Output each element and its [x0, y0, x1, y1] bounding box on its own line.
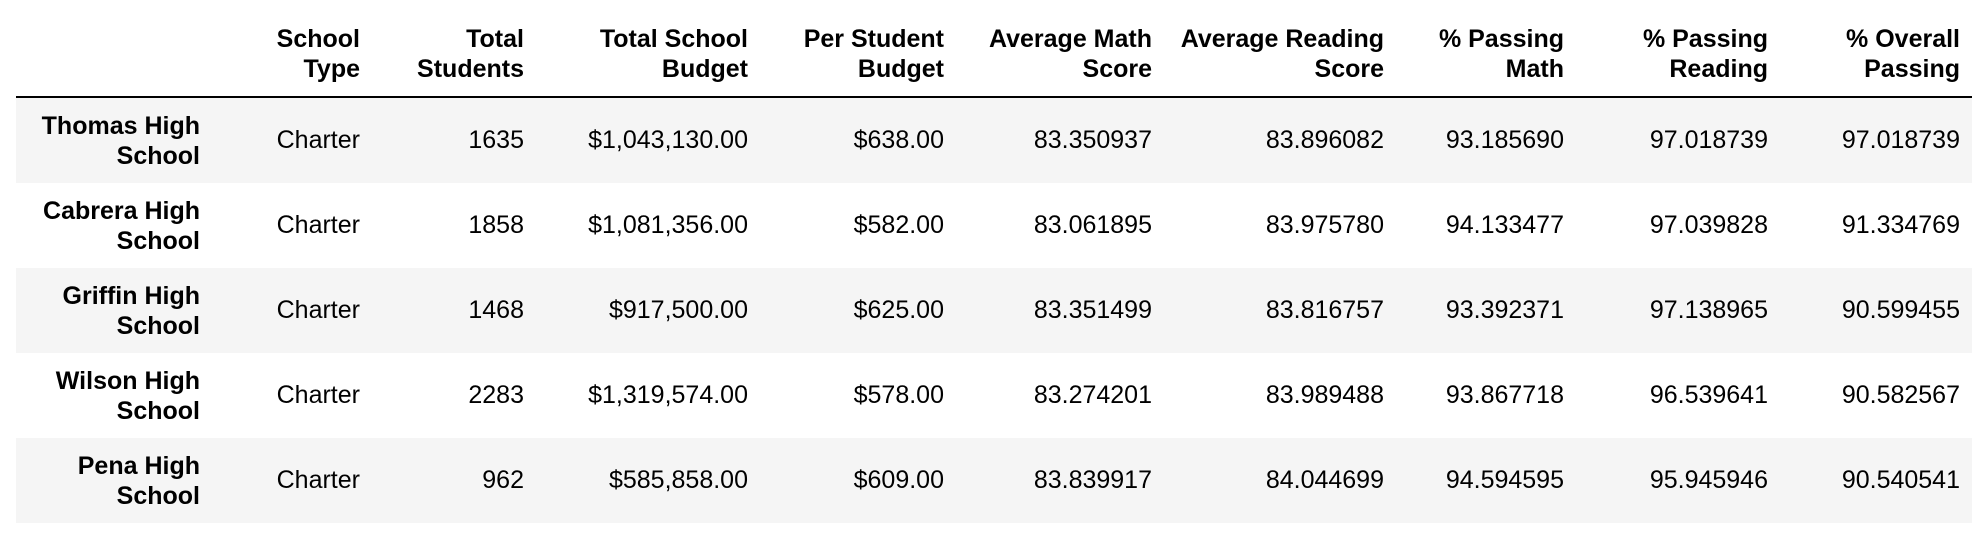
table-cell: 93.185690: [1445, 126, 1564, 154]
column-header: Per Student Budget: [760, 18, 956, 98]
table-row: Cabrera High School Charter 1858 $1,081,…: [16, 183, 1972, 268]
table-cell: 83.274201: [1033, 381, 1152, 409]
table-cell: 83.975780: [1265, 211, 1384, 239]
column-header: % Passing Reading: [1576, 18, 1780, 98]
table-row: Thomas High School Charter 1635 $1,043,1…: [16, 97, 1972, 183]
school-summary-table: School Type Total Students Total School …: [16, 18, 1972, 523]
table-cell: 94.133477: [1445, 211, 1564, 239]
table-cell: 962: [482, 466, 524, 494]
table-cell: 97.138965: [1649, 296, 1768, 324]
table-cell: 84.044699: [1265, 466, 1384, 494]
table-cell: 97.018739: [1841, 126, 1960, 154]
table-cell: 83.896082: [1265, 126, 1384, 154]
table-cell: Charter: [276, 466, 360, 494]
table-cell: $1,319,574.00: [588, 381, 748, 409]
column-header: % Passing Math: [1396, 18, 1576, 98]
table-cell: 83.816757: [1265, 296, 1384, 324]
table-cell: Charter: [276, 381, 360, 409]
index-header: [16, 18, 212, 98]
table-row: Griffin High School Charter 1468 $917,50…: [16, 268, 1972, 353]
table-cell: 1468: [468, 296, 524, 324]
table-cell: $638.00: [853, 126, 944, 154]
table-cell: 83.839917: [1033, 466, 1152, 494]
table-cell: 94.594595: [1445, 466, 1564, 494]
table-cell: 95.945946: [1649, 466, 1768, 494]
school-name: Griffin High School: [62, 281, 200, 340]
table-cell: 93.392371: [1445, 296, 1564, 324]
table-row: Wilson High School Charter 2283 $1,319,5…: [16, 353, 1972, 438]
table-cell: $578.00: [853, 381, 944, 409]
school-name: Pena High School: [77, 451, 200, 510]
table-cell: $625.00: [853, 296, 944, 324]
table-cell: Charter: [276, 211, 360, 239]
table-row: Pena High School Charter 962 $585,858.00…: [16, 438, 1972, 523]
table-cell: $609.00: [853, 466, 944, 494]
table-cell: 97.039828: [1649, 211, 1768, 239]
column-header: Average Math Score: [956, 18, 1164, 98]
column-header: Average Reading Score: [1164, 18, 1396, 98]
school-name: Cabrera High School: [43, 196, 200, 255]
school-name: Thomas High School: [41, 111, 200, 170]
dataframe-container: School Type Total Students Total School …: [16, 18, 1972, 523]
table-cell: 1858: [468, 211, 524, 239]
table-cell: 97.018739: [1649, 126, 1768, 154]
table-cell: $1,081,356.00: [588, 211, 748, 239]
table-cell: 90.599455: [1841, 296, 1960, 324]
table-cell: 90.540541: [1841, 466, 1960, 494]
school-name: Wilson High School: [55, 366, 200, 425]
table-cell: 91.334769: [1841, 211, 1960, 239]
table-cell: Charter: [276, 126, 360, 154]
column-header: % Overall Passing: [1780, 18, 1972, 98]
header-row: School Type Total Students Total School …: [16, 18, 1972, 98]
table-cell: 90.582567: [1841, 381, 1960, 409]
table-cell: 96.539641: [1649, 381, 1768, 409]
table-cell: $582.00: [853, 211, 944, 239]
column-header: Total Students: [372, 18, 536, 98]
column-header: Total School Budget: [536, 18, 760, 98]
table-cell: 83.989488: [1265, 381, 1384, 409]
table-cell: 2283: [468, 381, 524, 409]
table-cell: 93.867718: [1445, 381, 1564, 409]
table-cell: $917,500.00: [608, 296, 748, 324]
table-cell: 83.061895: [1033, 211, 1152, 239]
table-cell: 83.350937: [1033, 126, 1152, 154]
table-cell: 1635: [468, 126, 524, 154]
table-cell: $1,043,130.00: [588, 126, 748, 154]
table-cell: 83.351499: [1033, 296, 1152, 324]
table-cell: Charter: [276, 296, 360, 324]
column-header: School Type: [212, 18, 372, 98]
table-cell: $585,858.00: [608, 466, 748, 494]
